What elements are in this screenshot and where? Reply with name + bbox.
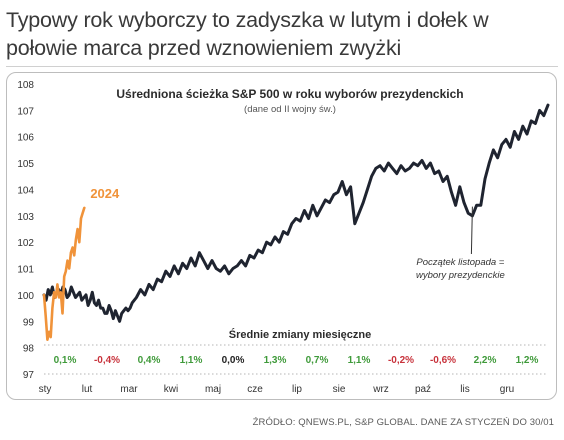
x-tick-label: sty	[39, 384, 52, 395]
y-tick-label: 100	[17, 291, 34, 302]
election-annotation: Początek listopada = wybory prezydenckie	[416, 206, 505, 281]
y-axis: 97 98 99 100 101 102 103 104 105 106 107 108	[17, 80, 34, 381]
x-tick-label: lut	[82, 384, 93, 395]
x-tick-label: cze	[247, 384, 263, 395]
x-tick-label: gru	[500, 384, 514, 395]
monthly-changes-row: 0,1% -0,4% 0,4% 1,1% 0,0% 1,3% 0,7% 1,1% -0,2% -0…	[54, 355, 539, 366]
annotation-line-1: Początek listopada =	[416, 257, 504, 268]
monthly-changes-title: Średnie zmiany miesięczne	[229, 328, 371, 341]
source-note: ŹRÓDŁO: QNEWS.PL, S&P GLOBAL. DANE ZA ST…	[252, 417, 554, 428]
y-tick-label: 103	[17, 212, 34, 223]
monthly-change-value: 1,3%	[264, 355, 287, 366]
monthly-change-value: 0,1%	[54, 355, 77, 366]
x-tick-label: maj	[205, 384, 221, 395]
monthly-change-value: 2,2%	[474, 355, 497, 366]
x-axis: sty lut mar kwi maj cze lip sie wrz paź lis gru	[39, 384, 515, 395]
x-tick-label: mar	[120, 384, 138, 395]
monthly-change-value: 1,1%	[180, 355, 203, 366]
y-tick-label: 102	[17, 238, 34, 249]
chart-subtitle: (dane od II wojny św.)	[244, 104, 336, 115]
monthly-change-value: 0,7%	[306, 355, 329, 366]
y-tick-label: 106	[17, 133, 34, 144]
y-tick-label: 99	[23, 317, 35, 328]
monthly-change-value: 1,1%	[348, 355, 371, 366]
series-2024-line	[42, 206, 86, 341]
x-tick-label: paź	[415, 384, 431, 395]
y-tick-label: 108	[17, 80, 34, 91]
y-tick-label: 101	[17, 265, 34, 276]
annotation-line-2: wybory prezydenckie	[416, 270, 505, 281]
y-tick-label: 107	[17, 106, 34, 117]
chart-title: Uśredniona ścieżka S&P 500 w roku wyboró…	[116, 87, 463, 101]
headline: Typowy rok wyborczy to zadyszka w lutym …	[6, 8, 489, 60]
annotation-leader-line	[470, 206, 473, 255]
monthly-change-value: -0,6%	[430, 355, 456, 366]
monthly-change-value: 1,2%	[516, 355, 539, 366]
y-tick-label: 104	[17, 185, 34, 196]
x-tick-label: sie	[333, 384, 346, 395]
x-tick-label: kwi	[164, 384, 178, 395]
monthly-change-value: 0,0%	[222, 355, 245, 366]
y-tick-label: 97	[23, 370, 35, 381]
x-tick-label: lis	[460, 384, 469, 395]
series-lines	[42, 103, 550, 341]
y-tick-label: 98	[23, 344, 35, 355]
x-tick-label: wrz	[372, 384, 389, 395]
x-tick-label: lip	[292, 384, 302, 395]
average-path-line	[42, 103, 550, 323]
divider	[6, 66, 558, 67]
monthly-change-value: -0,2%	[388, 355, 414, 366]
y-tick-label: 105	[17, 159, 34, 170]
monthly-change-value: -0,4%	[94, 355, 120, 366]
monthly-change-value: 0,4%	[138, 355, 161, 366]
series-label-2024: 2024	[90, 186, 120, 201]
